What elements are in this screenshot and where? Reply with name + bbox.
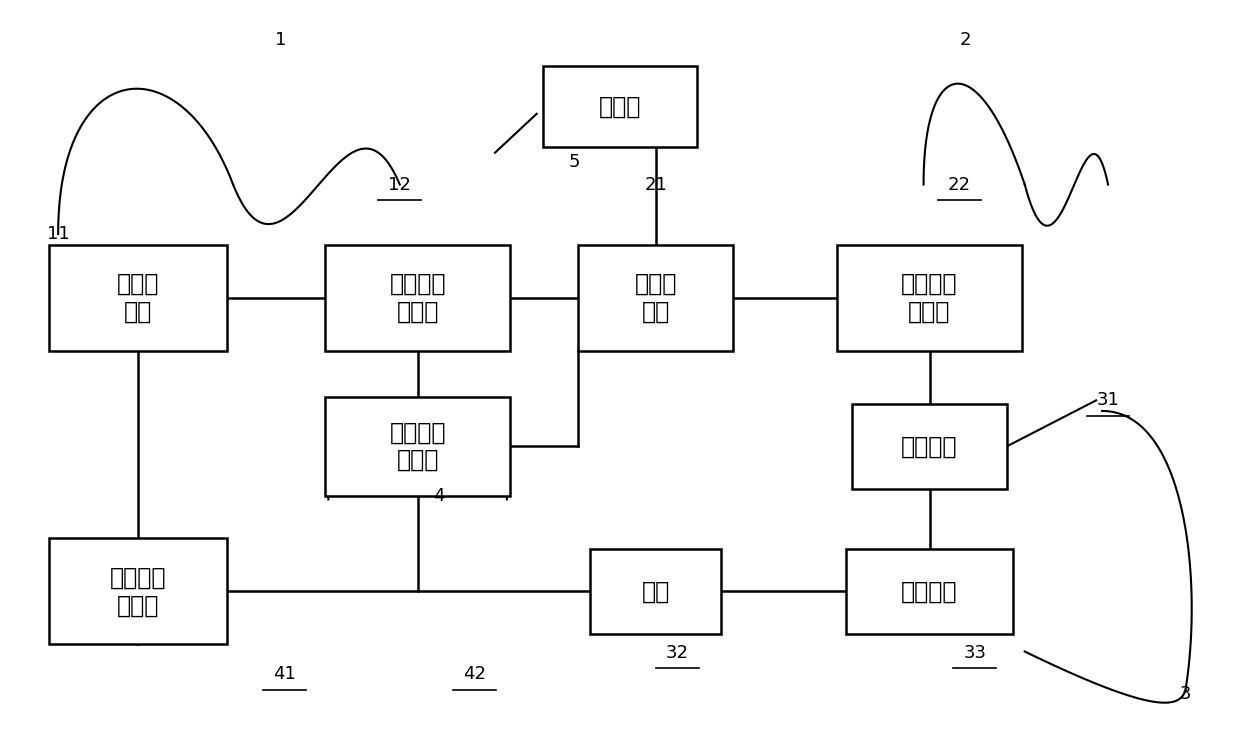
Text: 转向电机
控制器: 转向电机 控制器 [901, 272, 957, 324]
FancyBboxPatch shape [590, 549, 722, 634]
Text: 1: 1 [275, 30, 286, 49]
Text: 41: 41 [273, 666, 296, 683]
Text: 传感器: 传感器 [599, 95, 641, 119]
FancyBboxPatch shape [48, 245, 227, 351]
Text: 转向操
作端: 转向操 作端 [117, 272, 159, 324]
Text: 11: 11 [47, 225, 69, 243]
Text: 传动机构: 传动机构 [901, 579, 957, 604]
Text: 转向指令
转换器: 转向指令 转换器 [389, 272, 446, 324]
Text: 33: 33 [963, 644, 986, 662]
Text: 转向电机: 转向电机 [901, 434, 957, 458]
FancyBboxPatch shape [846, 549, 1013, 634]
Text: 21: 21 [645, 175, 667, 194]
FancyBboxPatch shape [325, 397, 510, 496]
Text: 12: 12 [388, 175, 412, 194]
Text: 42: 42 [464, 666, 486, 683]
FancyBboxPatch shape [852, 404, 1007, 489]
FancyBboxPatch shape [578, 245, 733, 351]
Text: 3: 3 [1179, 685, 1192, 703]
Text: 车轮: 车轮 [641, 579, 670, 604]
Text: 转向控
制器: 转向控 制器 [635, 272, 677, 324]
FancyBboxPatch shape [48, 538, 227, 644]
Text: 机械转向
控制器: 机械转向 控制器 [109, 565, 166, 618]
FancyBboxPatch shape [325, 245, 510, 351]
Text: 32: 32 [666, 644, 688, 662]
Text: 31: 31 [1096, 391, 1120, 409]
Text: 5: 5 [569, 153, 580, 171]
Text: 4: 4 [433, 487, 445, 505]
Text: 转向模式
切换器: 转向模式 切换器 [389, 420, 446, 472]
FancyBboxPatch shape [837, 245, 1022, 351]
FancyBboxPatch shape [543, 66, 697, 147]
Text: 22: 22 [947, 175, 971, 194]
Text: 2: 2 [960, 30, 971, 49]
